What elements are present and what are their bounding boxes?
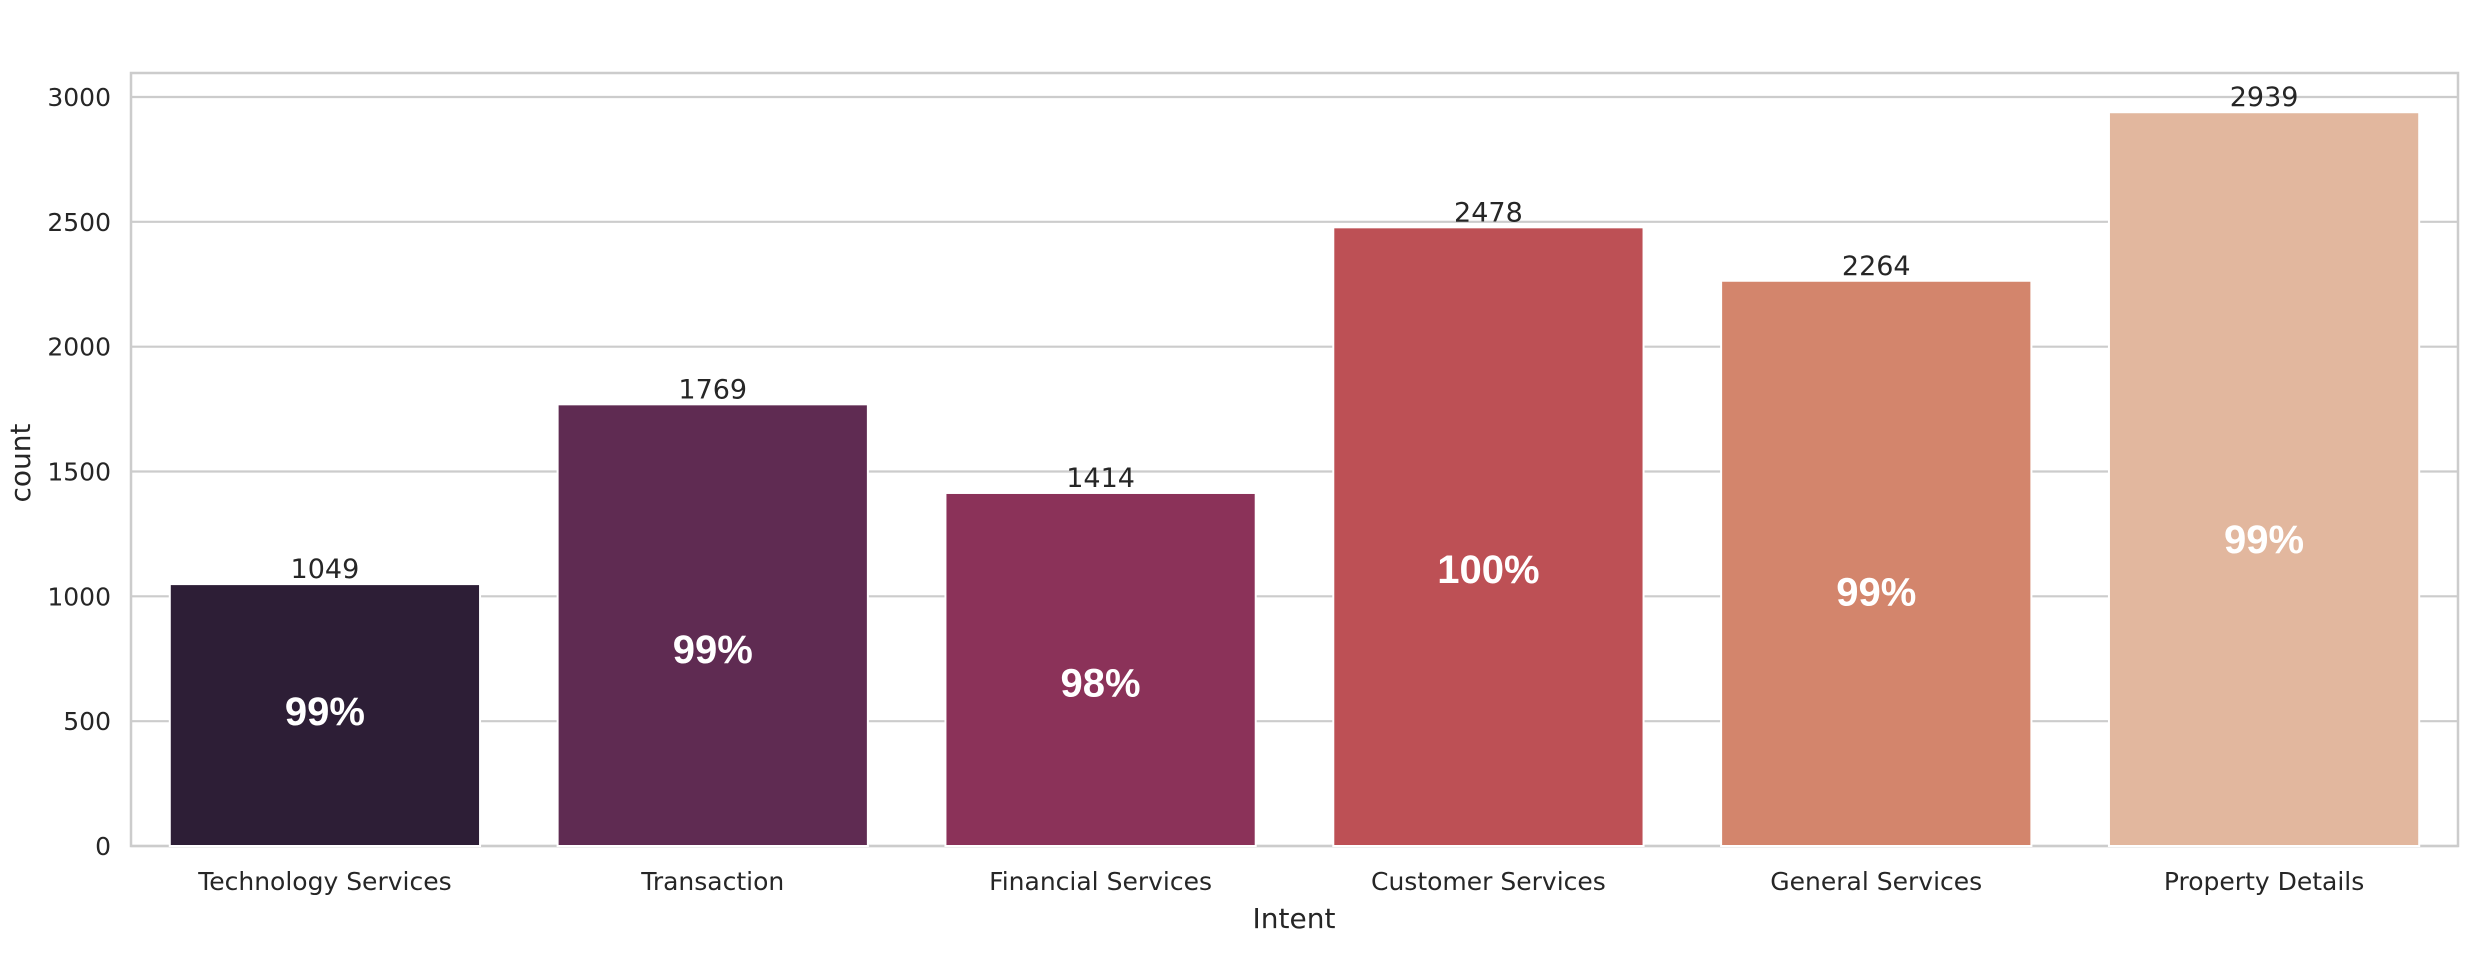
- bar: [1720, 279, 2033, 848]
- x-tick-label: Technology Services: [197, 867, 451, 896]
- bar: [168, 583, 482, 847]
- bars: 1049 99% 1769 99% 1414 98% 2478 100% 2264 99% 2939…: [168, 82, 2421, 848]
- bar-value-label: 2478: [1454, 197, 1523, 228]
- x-tick-labels: Technology Services Transaction Financial …: [197, 867, 2364, 896]
- y-tick-label: 2000: [47, 333, 111, 362]
- y-axis-title: count: [4, 423, 37, 502]
- bar: [944, 491, 1257, 847]
- bar-value-label: 2939: [2230, 82, 2299, 113]
- bar-value-label: 1414: [1066, 463, 1135, 494]
- y-tick-label: 2500: [47, 208, 111, 237]
- gridlines: [131, 95, 2458, 848]
- x-tick-label: Customer Services: [1371, 867, 1606, 896]
- bar-percent-label: 98%: [1061, 661, 1141, 705]
- bar: [556, 403, 869, 847]
- x-tick-label: Financial Services: [989, 867, 1212, 896]
- y-tick-label: 1500: [47, 458, 111, 487]
- x-tick-label: Property Details: [2164, 867, 2364, 896]
- x-axis-title: Intent: [1253, 902, 1336, 935]
- bar-percent-label: 100%: [1437, 548, 1539, 592]
- y-tick-labels: 0 500 1000 1500 2000 2500 3000: [47, 83, 111, 861]
- plot-area: [129, 71, 2460, 848]
- bar-percent-label: 99%: [2224, 518, 2304, 562]
- bar-percent-label: 99%: [285, 690, 365, 734]
- bar-value-label: 1049: [291, 554, 360, 585]
- y-tick-label: 3000: [47, 83, 111, 112]
- bar: [2107, 111, 2421, 847]
- bar-value-label: 2264: [1842, 251, 1911, 282]
- y-tick-label: 0: [95, 832, 111, 861]
- bar: [1332, 226, 1645, 848]
- y-tick-label: 1000: [47, 582, 111, 611]
- y-tick-label: 500: [63, 707, 111, 736]
- bar-value-label: 1769: [678, 374, 747, 405]
- x-tick-label: Transaction: [640, 867, 784, 896]
- x-tick-label: General Services: [1770, 867, 1982, 896]
- bar-percent-label: 99%: [673, 628, 753, 672]
- bar-percent-label: 99%: [1836, 570, 1916, 614]
